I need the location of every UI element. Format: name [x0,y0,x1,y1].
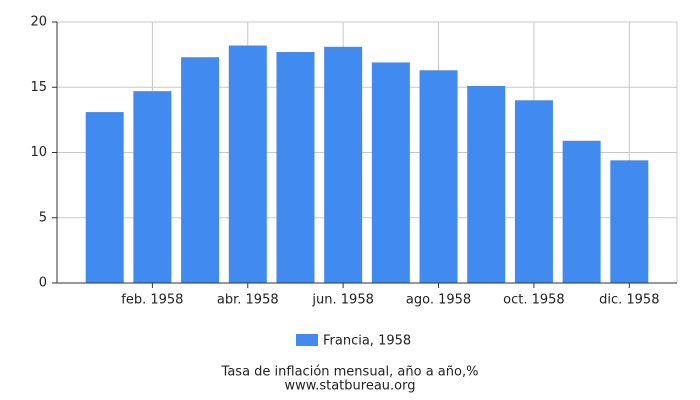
bar [181,57,220,283]
bar [371,62,410,283]
bar [419,70,458,283]
y-tick-label: 0 [39,276,47,291]
y-tick-label: 15 [30,80,47,95]
legend-label: Francia, 1958 [323,334,411,349]
bar [276,52,315,283]
bar [85,112,124,283]
bar [610,160,649,283]
x-tick-label: feb. 1958 [121,293,183,308]
y-tick-label: 5 [39,210,47,225]
x-tick-label: ago. 1958 [406,293,471,308]
bar [133,91,172,283]
x-tick-label: oct. 1958 [503,293,565,308]
x-tick-label: abr. 1958 [217,293,279,308]
bar [228,45,267,283]
y-tick-label: 20 [30,15,47,30]
bar [514,100,553,283]
x-tick-label: jun. 1958 [311,293,373,308]
bar [467,85,506,283]
chart-subtitle: www.statbureau.org [285,379,416,394]
y-tick-label: 10 [30,145,47,160]
chart-title: Tasa de inflación mensual, año a año,% [221,365,479,380]
bar [324,46,363,283]
bar [562,140,601,283]
legend-swatch [296,334,318,346]
x-tick-label: dic. 1958 [599,293,659,308]
